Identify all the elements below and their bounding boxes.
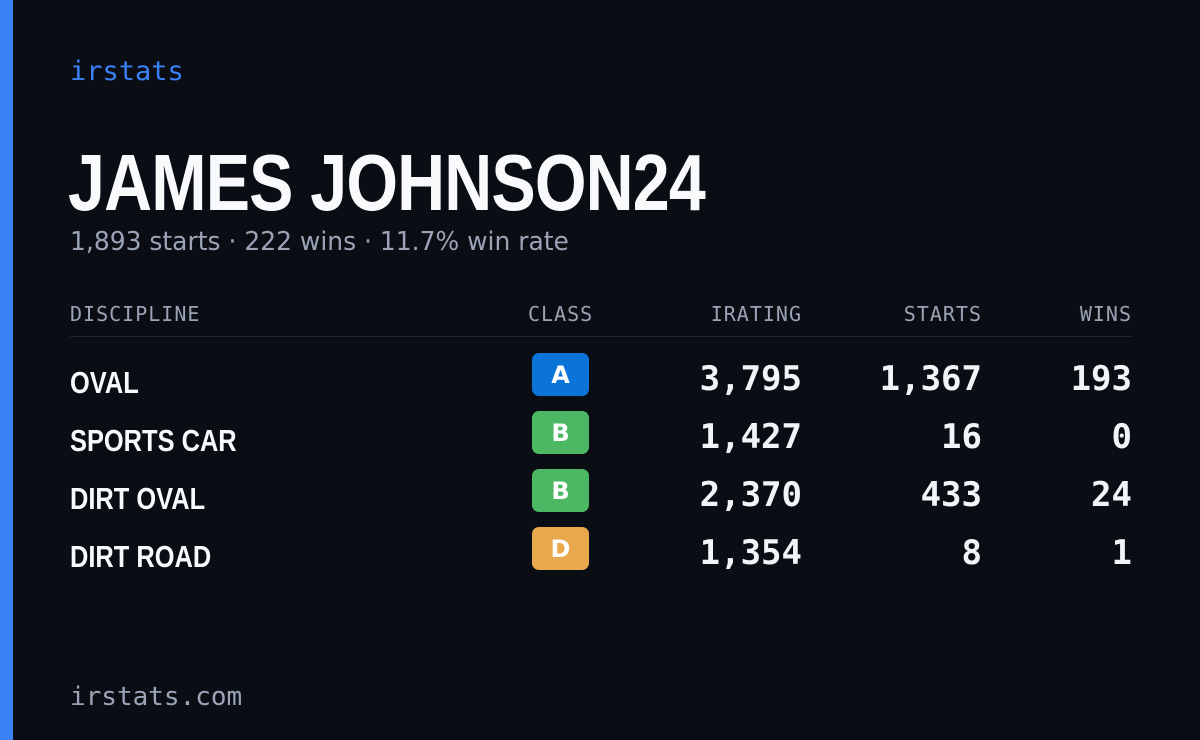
starts-value: 8 (961, 533, 982, 573)
starts-value: 433 (920, 475, 982, 515)
wins-value: 1 (1111, 533, 1132, 573)
class-badge: D (532, 527, 589, 570)
discipline-name: SPORTS CAR (70, 423, 237, 458)
column-header-starts: STARTS (903, 302, 982, 326)
wins-value: 193 (1070, 359, 1132, 399)
column-header-discipline: DISCIPLINE (70, 302, 201, 326)
table-row: DIRT OVAL B 2,370 433 24 (70, 469, 1132, 527)
table-row: DIRT ROAD D 1,354 8 1 (70, 527, 1132, 585)
starts-value: 1,367 (879, 359, 982, 399)
table-header: DISCIPLINE CLASS IRATING STARTS WINS (70, 298, 1132, 337)
brand-logo: irstats (70, 56, 184, 87)
driver-summary: 1,893 starts · 222 wins · 11.7% win rate (70, 227, 569, 257)
class-badge: A (532, 353, 589, 396)
accent-bar (0, 0, 13, 740)
table-row: SPORTS CAR B 1,427 16 0 (70, 411, 1132, 469)
irating-value: 2,370 (699, 475, 802, 515)
class-badge: B (532, 469, 589, 512)
column-header-class: CLASS (528, 302, 594, 326)
wins-value: 0 (1111, 417, 1132, 457)
stats-table: DISCIPLINE CLASS IRATING STARTS WINS OVA… (70, 298, 1132, 585)
discipline-name: DIRT OVAL (70, 481, 206, 516)
discipline-name: OVAL (70, 365, 139, 400)
discipline-name: DIRT ROAD (70, 539, 212, 574)
table-row: OVAL A 3,795 1,367 193 (70, 353, 1132, 411)
irating-value: 1,354 (699, 533, 802, 573)
starts-value: 16 (941, 417, 982, 457)
driver-name: JAMES JOHNSON24 (68, 138, 706, 227)
wins-value: 24 (1091, 475, 1132, 515)
column-header-irating: IRATING (710, 302, 802, 326)
irating-value: 3,795 (699, 359, 802, 399)
class-badge: B (532, 411, 589, 454)
irating-value: 1,427 (699, 417, 802, 457)
footer-url: irstats.com (70, 682, 243, 712)
table-body: OVAL A 3,795 1,367 193 SPORTS CAR B 1,42… (70, 337, 1132, 585)
column-header-wins: WINS (1079, 302, 1132, 326)
